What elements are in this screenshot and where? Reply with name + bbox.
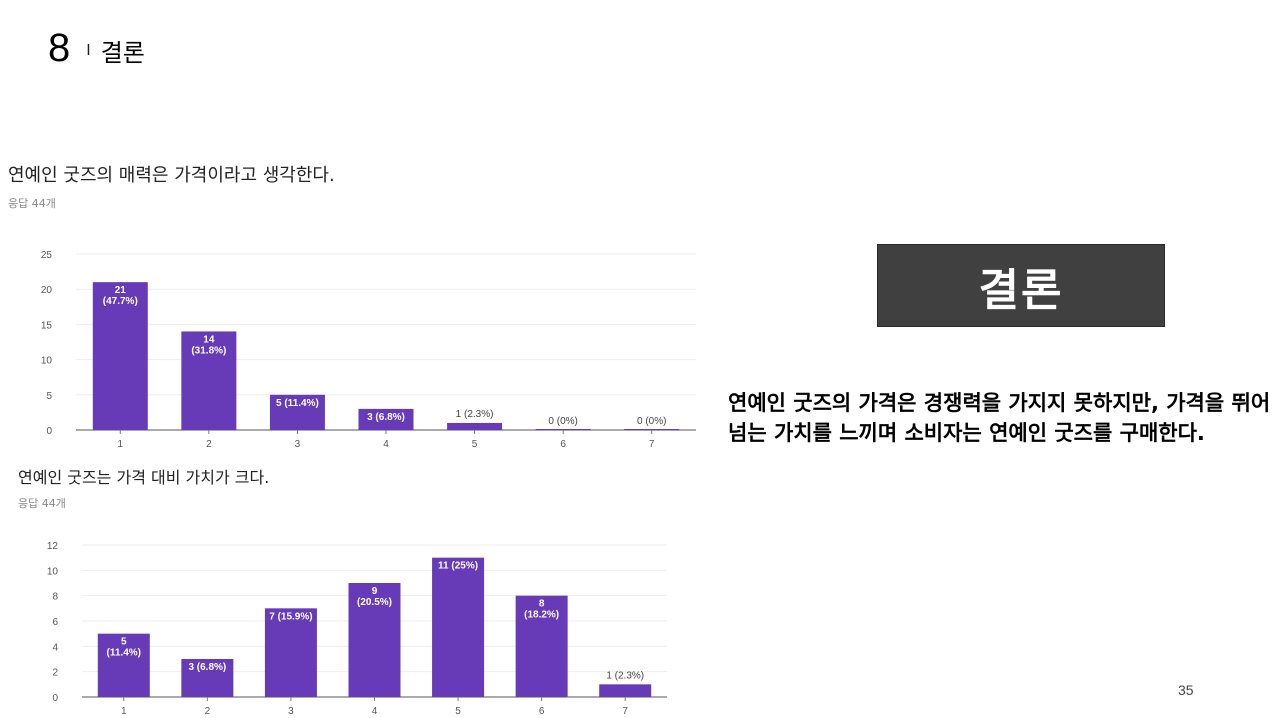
chart2-ytick-label: 10 bbox=[47, 566, 59, 577]
chart1-category-label: 4 bbox=[383, 439, 389, 450]
chart1-bar bbox=[447, 422, 503, 430]
chart1-data-label: 0 (0%) bbox=[548, 416, 577, 427]
chart1-ytick-label: 15 bbox=[41, 320, 53, 331]
chart1-ytick-label: 5 bbox=[46, 391, 52, 402]
chart1-bar-chart: 0 5 10 15 20 25 1 21 (47.7%) 2 14 (31.8%) 3 5 (11.4%)… bbox=[41, 250, 696, 450]
chart2-ytick-label: 12 bbox=[47, 541, 59, 552]
chart2-data-label: 3 (6.8%) bbox=[188, 662, 226, 673]
chart2-response-count: 응답 44개 bbox=[18, 497, 66, 510]
chart2-ytick-label: 6 bbox=[52, 617, 58, 628]
chart2-ytick-label: 8 bbox=[52, 592, 58, 603]
chart2-bar bbox=[264, 608, 317, 697]
chart2-bar bbox=[515, 595, 568, 697]
chart2-data-label: 7 (15.9%) bbox=[269, 611, 312, 622]
chart1-response-count: 응답 44개 bbox=[8, 197, 56, 210]
chart2-bar bbox=[599, 684, 652, 697]
chart2-bar bbox=[181, 659, 234, 697]
chart2-bar-chart: 0 2 4 6 8 10 12 1 5 (11.4%) 2 3 (6.8%) 3 7 (15.9%) 4 9(… bbox=[47, 541, 667, 717]
chart1-title: 연예인 굿즈의 매력은 가격이라고 생각한다. bbox=[8, 165, 335, 186]
chart1-bar bbox=[92, 282, 148, 430]
chart2-bar bbox=[97, 633, 150, 697]
chart1-ytick-label: 20 bbox=[41, 285, 53, 296]
conclusion-heading: 결론 bbox=[978, 264, 1064, 316]
chart1-category-label: 3 bbox=[295, 439, 301, 450]
chart2-bar bbox=[432, 557, 485, 697]
chart2-category-label: 4 bbox=[372, 706, 378, 717]
chart2-category-label: 6 bbox=[539, 706, 545, 717]
chart1-ytick-label: 0 bbox=[46, 426, 52, 437]
page-number: 35 bbox=[1178, 682, 1194, 698]
chart1-ytick-label: 25 bbox=[41, 250, 53, 261]
chart2-data-label: 11 (25%) bbox=[438, 561, 478, 572]
chart1-data-label: 0 (0%) bbox=[637, 416, 666, 427]
chart1-category-label: 1 bbox=[118, 439, 124, 450]
chart2-ytick-label: 4 bbox=[52, 642, 58, 653]
chart2-category-label: 3 bbox=[288, 706, 294, 717]
slide-title: 결론 bbox=[100, 38, 145, 67]
chart1-data-label: 3 (6.8%) bbox=[367, 412, 405, 423]
conclusion-text: 연예인 굿즈의 가격은 경쟁력을 가지지 못하지만, 가격을 뛰어넘는 가치를 … bbox=[728, 391, 1271, 445]
chart2-ytick-label: 2 bbox=[52, 668, 58, 679]
slide-header: 8 I 결론 bbox=[48, 24, 145, 72]
chart1-data-label: 1 (2.3%) bbox=[456, 409, 494, 420]
chart1-bar bbox=[358, 408, 414, 430]
chart1-category-label: 6 bbox=[560, 439, 566, 450]
chart1-category-label: 2 bbox=[206, 439, 212, 450]
chart2-category-label: 7 bbox=[622, 706, 628, 717]
chart2-data-label: 1 (2.3%) bbox=[606, 670, 644, 681]
header-separator: I bbox=[86, 42, 91, 59]
chart2-category-label: 5 bbox=[455, 706, 461, 717]
conclusion-heading-box: 결론 bbox=[877, 244, 1165, 327]
chart2-category-label: 1 bbox=[121, 706, 127, 717]
chart1-bar bbox=[269, 394, 325, 430]
chart2-category-label: 2 bbox=[205, 706, 211, 717]
chart2-data-label: 9 (20.5%) bbox=[357, 586, 392, 608]
chart1-data-label: 21 (47.7%) bbox=[103, 285, 138, 307]
chart1-category-label: 7 bbox=[649, 439, 655, 450]
chart1-ytick-label: 10 bbox=[41, 356, 53, 367]
slide-number: 8 bbox=[48, 26, 71, 70]
chart1-data-label: 5 (11.4%) bbox=[276, 398, 319, 409]
chart2-ytick-label: 0 bbox=[52, 693, 58, 704]
chart2-bar bbox=[348, 583, 401, 697]
chart2-data-label: 5 (11.4%) bbox=[107, 637, 141, 659]
chart1-data-label: 14 (31.8%) bbox=[191, 334, 226, 356]
chart1-bar bbox=[181, 331, 237, 430]
chart2-data-label: 8 (18.2%) bbox=[524, 599, 559, 621]
chart2-title: 연예인 굿즈는 가격 대비 가치가 크다. bbox=[18, 468, 270, 487]
chart1-category-label: 5 bbox=[472, 439, 478, 450]
